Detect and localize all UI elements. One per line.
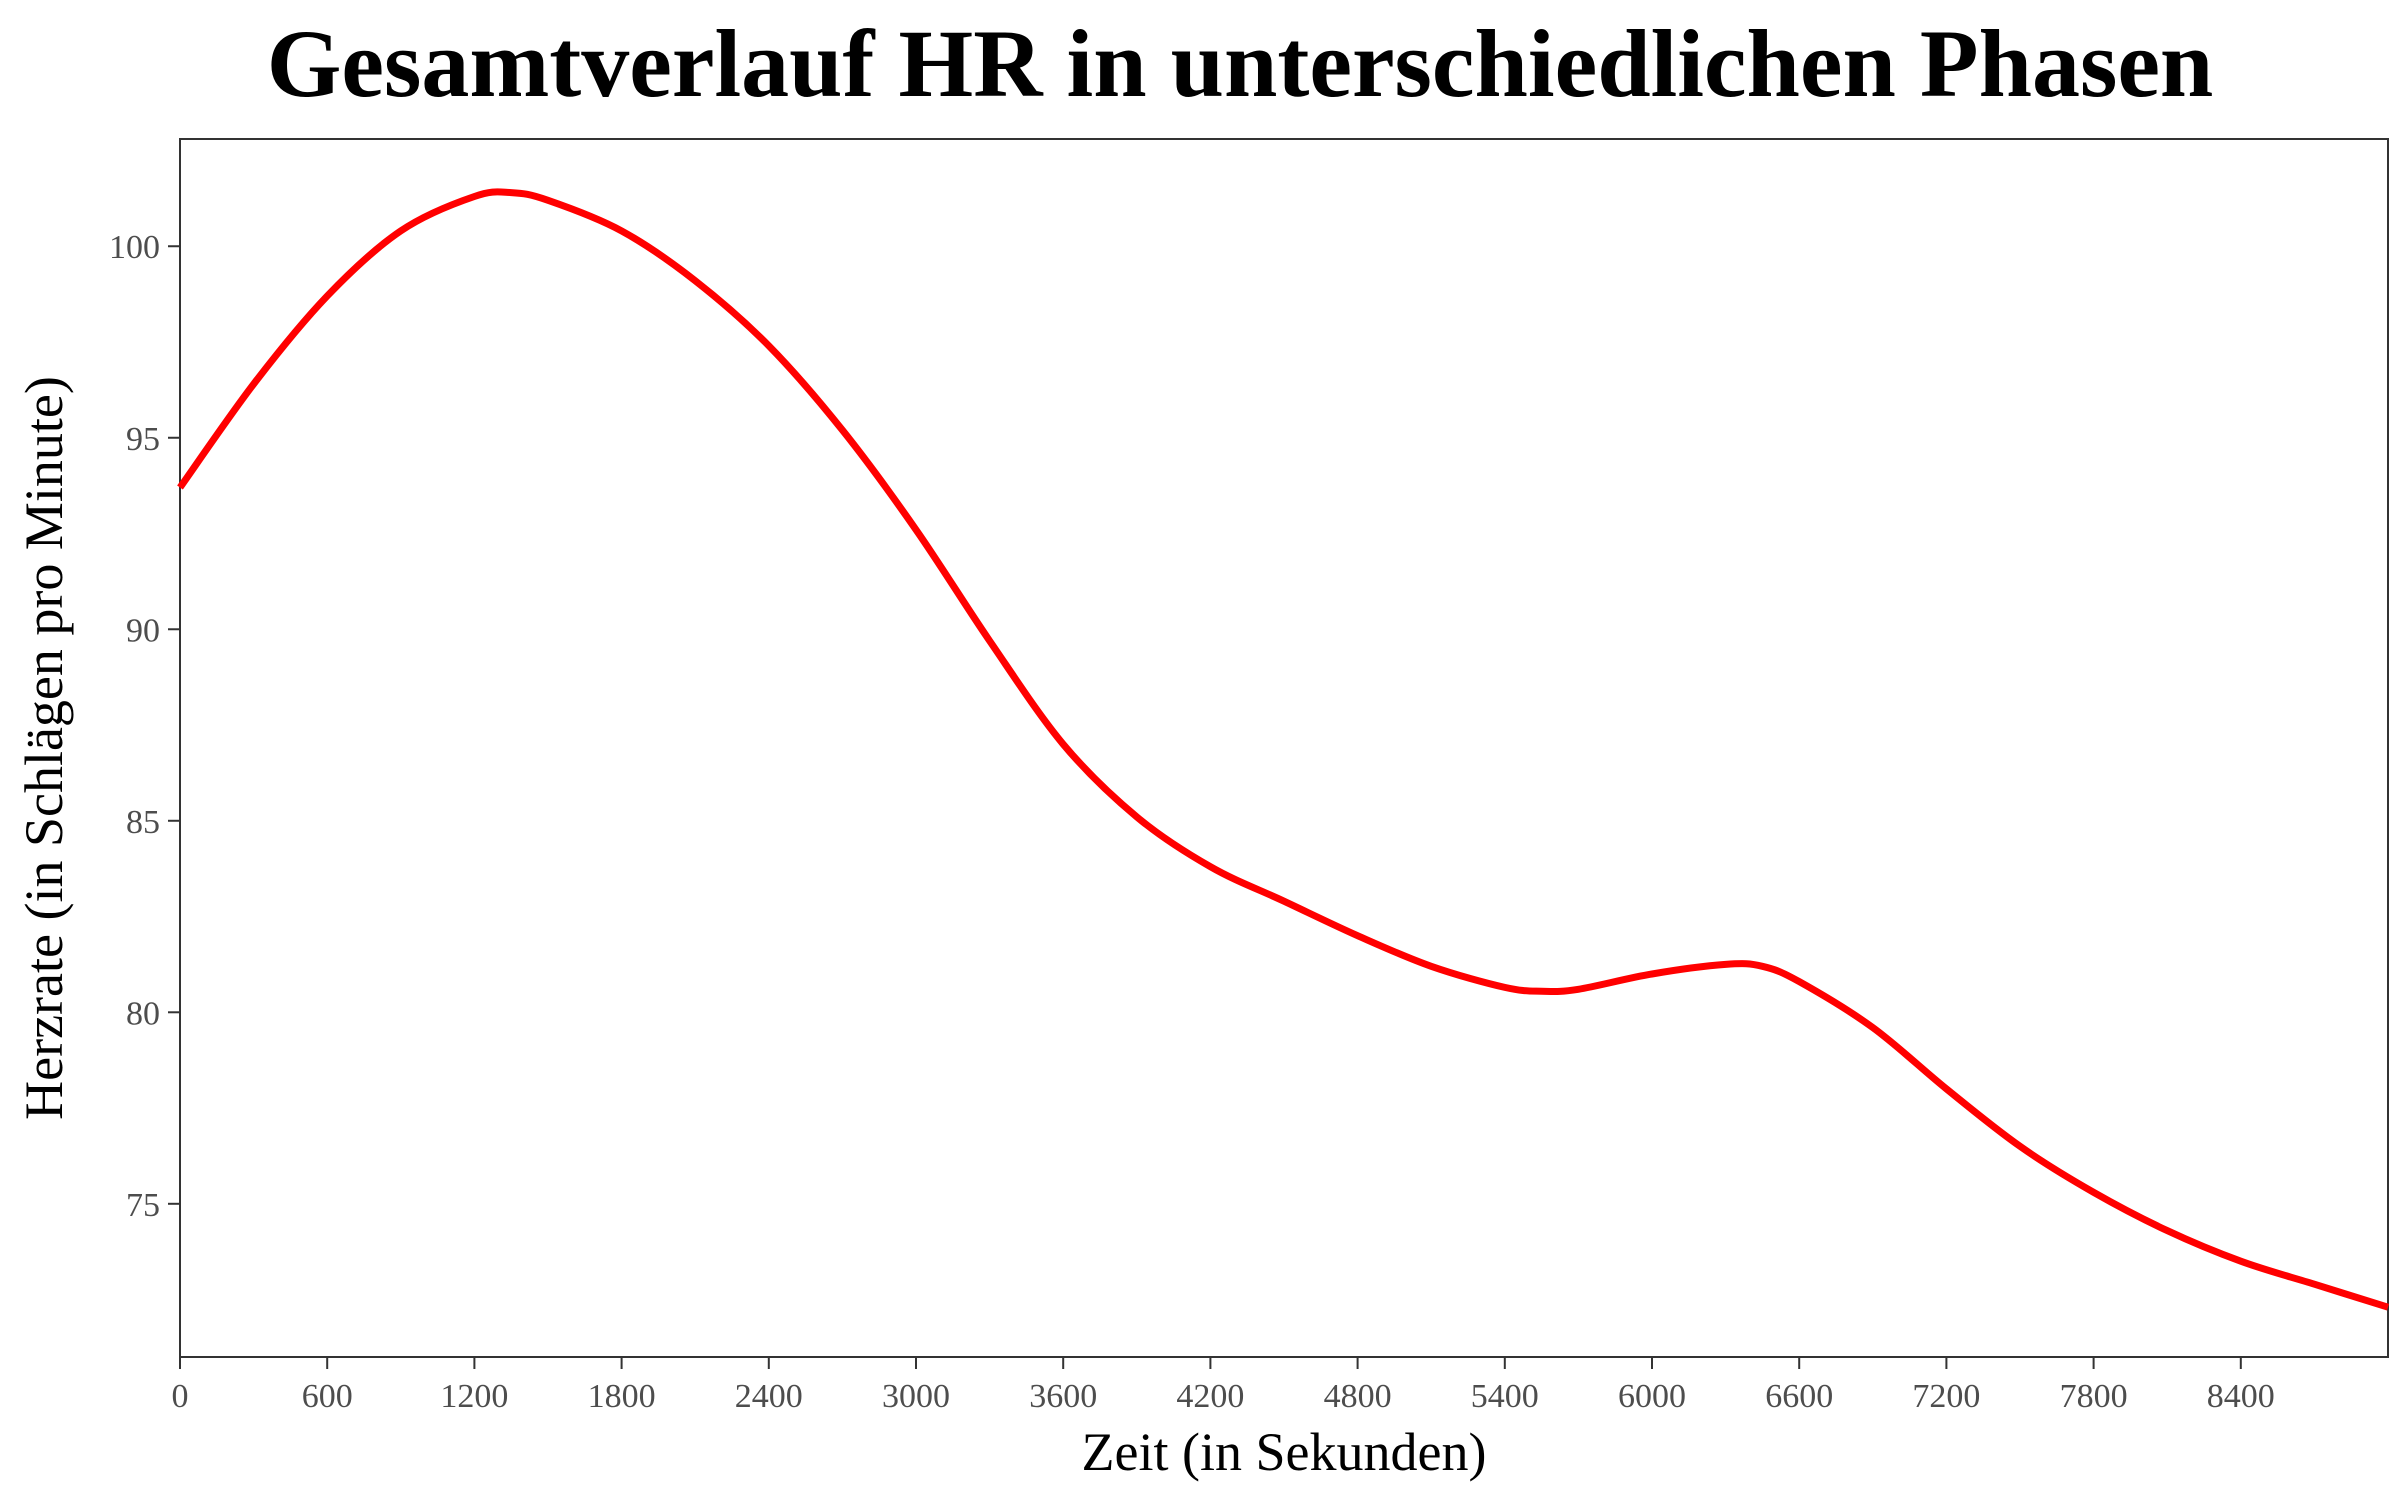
y-tick-label: 100 (109, 229, 160, 266)
x-tick-label: 7200 (1912, 1378, 1980, 1415)
x-tick-label: 3600 (1029, 1378, 1097, 1415)
x-tick-label: 2400 (735, 1378, 803, 1415)
x-tick-label: 4800 (1324, 1378, 1392, 1415)
x-tick-label: 5400 (1471, 1378, 1539, 1415)
x-tick-label: 0 (172, 1378, 189, 1415)
series-line-hr (177, 188, 2390, 1311)
y-tick-label: 75 (126, 1187, 160, 1224)
x-tick-label: 4200 (1176, 1378, 1244, 1415)
y-tick-label: 80 (126, 995, 160, 1032)
x-tick-label: 600 (302, 1378, 353, 1415)
x-tick-label: 3000 (882, 1378, 950, 1415)
x-axis: 0 600 1200 1800 2400 3000 3600 4200 4800 5400 6000… (172, 1357, 2275, 1415)
plot-panel-border (179, 138, 2389, 1358)
series-layer (177, 188, 2390, 1311)
y-tick-label: 90 (126, 612, 160, 649)
x-tick-label: 1800 (588, 1378, 656, 1415)
y-axis: 75 80 85 90 95 100 (109, 229, 180, 1224)
x-tick-label: 8400 (2207, 1378, 2275, 1415)
chart-title: Gesamtverlauf HR in unterschiedlichen Ph… (267, 10, 2214, 117)
x-tick-label: 1200 (440, 1378, 508, 1415)
y-tick-label: 95 (126, 421, 160, 458)
y-tick-label: 85 (126, 804, 160, 841)
x-axis-label: Zeit (in Sekunden) (1082, 1422, 1487, 1482)
x-tick-label: 6000 (1618, 1378, 1686, 1415)
x-tick-label: 7800 (2060, 1378, 2128, 1415)
y-axis-label: Herzrate (in Schlägen pro Minute) (14, 376, 74, 1120)
x-tick-label: 6600 (1765, 1378, 1833, 1415)
